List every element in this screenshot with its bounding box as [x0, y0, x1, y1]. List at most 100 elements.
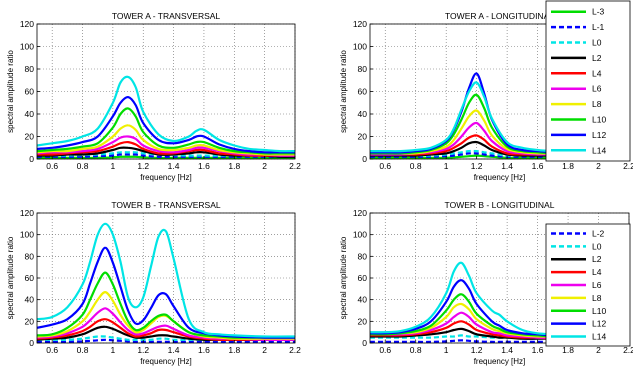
x-tick-label: 1 — [111, 345, 116, 355]
x-tick-label: 1.6 — [198, 161, 210, 171]
series-line-l6 — [37, 135, 295, 157]
y-tick-label: 120 — [20, 19, 34, 29]
legend-label: L-2 — [592, 228, 605, 238]
x-axis-label: frequency [Hz] — [140, 173, 192, 182]
y-tick-label: 20 — [358, 316, 368, 326]
y-tick-label: 40 — [358, 109, 368, 119]
y-tick-label: 120 — [353, 19, 367, 29]
y-tick-label: 100 — [353, 42, 367, 52]
y-tick-label: 40 — [25, 295, 35, 305]
x-tick-label: 2 — [262, 161, 267, 171]
y-tick-label: 60 — [25, 87, 35, 97]
x-axis-label: frequency [Hz] — [474, 357, 526, 366]
legend-label: L2 — [592, 254, 602, 264]
x-tick-label: 2.2 — [289, 161, 301, 171]
y-tick-label: 80 — [25, 251, 35, 261]
x-tick-label: 1.8 — [228, 345, 240, 355]
chart-panel-2: 0.6 0.8 1 1.2 1.4 1.6 1.8 2 2.2 0 20 40 60 80 100 120 TO… — [339, 0, 633, 182]
x-axis-label: frequency [Hz] — [474, 173, 526, 182]
x-tick-label: 0.8 — [410, 345, 422, 355]
chart-panel-4: 0.6 0.8 1 1.2 1.4 1.6 1.8 2 2.2 0 20 40 60 80 100 120 TO… — [339, 200, 633, 366]
y-axis-label: spectral amplitude ratio — [6, 50, 15, 133]
legend-label: L0 — [592, 241, 602, 251]
x-tick-label: 1.6 — [532, 161, 544, 171]
legend-label: L14 — [592, 145, 606, 155]
x-tick-label: 0.6 — [379, 161, 391, 171]
series-line-l-1 — [37, 153, 295, 158]
y-tick-label: 60 — [358, 87, 368, 97]
y-tick-label: 40 — [358, 295, 368, 305]
y-tick-label: 60 — [358, 273, 368, 283]
x-tick-label: 0.6 — [379, 345, 391, 355]
legend-label: L14 — [592, 332, 606, 342]
y-tick-label: 80 — [358, 251, 368, 261]
y-tick-label: 100 — [20, 230, 34, 240]
x-tick-label: 2.2 — [623, 345, 633, 355]
chart-title: TOWER A - TRANSVERSAL — [112, 11, 221, 21]
series-group — [37, 222, 295, 343]
series-line-l0 — [37, 335, 295, 341]
y-tick-label: 120 — [353, 208, 367, 218]
series-line-l-2 — [37, 338, 295, 343]
y-tick-label: 120 — [20, 208, 34, 218]
legend-label: L6 — [592, 280, 602, 290]
series-line-l10 — [37, 271, 295, 339]
x-tick-label: 1.8 — [228, 161, 240, 171]
y-tick-label: 0 — [29, 338, 34, 348]
legend-label: L12 — [592, 319, 606, 329]
y-tick-label: 60 — [25, 273, 35, 283]
chart-title: TOWER A - LONGITUDINAL — [445, 11, 554, 21]
x-tick-label: 1.8 — [562, 345, 574, 355]
y-axis-label: spectral amplitude ratio — [339, 236, 348, 319]
x-tick-label: 0.8 — [410, 161, 422, 171]
legend-label: L8 — [592, 293, 602, 303]
series-line-l8 — [37, 291, 295, 340]
legend-label: L4 — [592, 68, 602, 78]
x-tick-label: 2 — [596, 161, 601, 171]
legend-label: L8 — [592, 99, 602, 109]
series-line-l14 — [37, 222, 295, 338]
legend-label: L-3 — [592, 7, 605, 17]
chart-title: TOWER B - LONGITUDINAL — [445, 200, 555, 210]
series-line-l14 — [37, 75, 295, 153]
x-tick-label: 1.2 — [471, 161, 483, 171]
x-tick-label: 1.8 — [562, 161, 574, 171]
x-tick-label: 2 — [596, 345, 601, 355]
x-tick-label: 1.6 — [532, 345, 544, 355]
legend-label: L6 — [592, 84, 602, 94]
legend: L-2 L0 L2 L4 L6 L8 L10 L12 L14 — [545, 223, 631, 347]
x-tick-label: 1.4 — [168, 345, 180, 355]
legend-label: L10 — [592, 306, 606, 316]
y-tick-label: 80 — [25, 64, 35, 74]
x-tick-label: 1 — [111, 161, 116, 171]
x-tick-label: 2.2 — [623, 161, 633, 171]
y-tick-label: 0 — [29, 154, 34, 164]
chart-title: TOWER B - TRANSVERSAL — [111, 200, 221, 210]
chart-panel-3: 0.6 0.8 1 1.2 1.4 1.6 1.8 2 2.2 0 20 40 60 80 100 120 TO… — [6, 200, 301, 366]
legend-label: L4 — [592, 267, 602, 277]
y-tick-label: 40 — [25, 109, 35, 119]
x-tick-label: 1 — [444, 161, 449, 171]
y-tick-label: 0 — [362, 338, 367, 348]
legend-label: L12 — [592, 130, 606, 140]
x-tick-label: 2.2 — [289, 345, 301, 355]
y-tick-label: 80 — [358, 64, 368, 74]
legend-label: L-1 — [592, 22, 605, 32]
x-tick-label: 1.2 — [471, 345, 483, 355]
y-tick-label: 100 — [353, 230, 367, 240]
chart-panel-1: 0.6 0.8 1 1.2 1.4 1.6 1.8 2 2.2 0 20 40 60 80 100 120 TO… — [6, 11, 301, 182]
y-tick-label: 100 — [20, 42, 34, 52]
series-group — [37, 75, 295, 159]
series-line-l10 — [37, 107, 295, 155]
x-tick-label: 1.4 — [501, 345, 513, 355]
x-tick-label: 1.6 — [198, 345, 210, 355]
legend-box — [545, 0, 631, 162]
x-tick-label: 1 — [444, 345, 449, 355]
legend: L-3 L-1 L0 L2 L4 L6 L8 L10 L12 L14 — [545, 0, 631, 162]
legend-label: L2 — [592, 53, 602, 63]
x-tick-label: 1.4 — [168, 161, 180, 171]
y-tick-label: 20 — [25, 132, 35, 142]
x-tick-label: 0.6 — [46, 345, 58, 355]
y-tick-label: 20 — [25, 316, 35, 326]
